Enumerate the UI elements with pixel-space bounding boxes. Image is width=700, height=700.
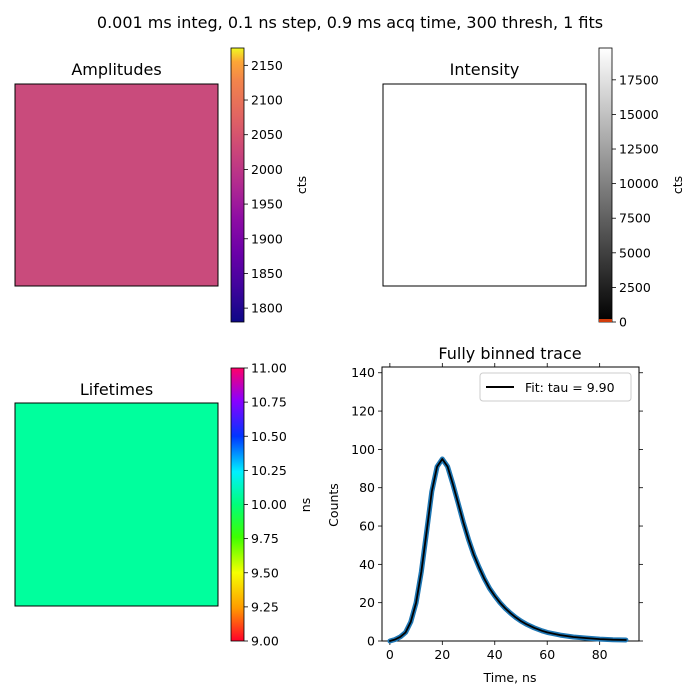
intensity-colorbar-tick-label: 7500 (619, 211, 651, 226)
lifetimes-colorbar-label: ns (298, 498, 313, 512)
amplitudes-colorbar-tick-label: 1900 (251, 231, 283, 246)
intensity-panel: Intensity (382, 60, 587, 287)
lifetimes-title: Lifetimes (80, 380, 153, 399)
trace-y-tick-label: 60 (359, 519, 375, 534)
trace-x-tick-label: 40 (487, 647, 503, 662)
lifetimes-panel: Lifetimes (14, 380, 219, 607)
trace-y-axis-label: Counts (326, 483, 341, 527)
trace-legend-box (479, 372, 632, 402)
amplitudes-colorbar-tick-label: 2150 (251, 58, 283, 73)
intensity-colorbar-tick-label: 5000 (619, 245, 651, 260)
amplitudes-colorbar-bar (230, 47, 245, 323)
amplitudes-colorbar-tick-label: 2100 (251, 93, 283, 108)
amplitudes-colorbar-label: cts (294, 176, 309, 194)
trace-panel: Fully binned trace 0 20 40 60 80 0 20 40 60 80 100… (326, 344, 643, 685)
trace-y-tick-label: 120 (351, 404, 375, 419)
lifetimes-colorbar-tick-label: 9.00 (251, 634, 279, 649)
trace-x-tick-label: 20 (434, 647, 450, 662)
lifetimes-image (14, 402, 219, 607)
intensity-colorbar-tick-label: 2500 (619, 280, 651, 295)
amplitudes-colorbar: 1800 1850 1900 1950 2000 2050 2100 2150 cts (230, 47, 309, 323)
intensity-colorbar-tick-label: 10000 (619, 176, 659, 191)
lifetimes-colorbar-tick-label: 9.25 (251, 599, 279, 614)
amplitudes-colorbar-tick-label: 1950 (251, 197, 283, 212)
intensity-colorbar-tick-label: 15000 (619, 107, 659, 122)
amplitudes-colorbar-tick-label: 2050 (251, 127, 283, 142)
trace-legend-entry: Fit: tau = 9.90 (525, 380, 615, 395)
trace-x-tick-label: 0 (386, 647, 394, 662)
intensity-image (382, 83, 587, 287)
lifetimes-colorbar-tick-label: 10.00 (251, 497, 287, 512)
amplitudes-colorbar-tick-label: 1800 (251, 301, 283, 316)
amplitudes-panel: Amplitudes (14, 60, 219, 287)
trace-y-tick-label: 140 (351, 365, 375, 380)
trace-y-tick-label: 40 (359, 557, 375, 572)
trace-fit-line (388, 458, 627, 642)
trace-legend: Fit: tau = 9.90 (479, 372, 632, 402)
trace-axes-frame (381, 366, 640, 642)
trace-x-tick-label: 80 (592, 647, 608, 662)
lifetimes-colorbar-bar (230, 367, 245, 642)
intensity-title: Intensity (450, 60, 520, 79)
trace-x-axis-label: Time, ns (483, 670, 537, 685)
lifetimes-colorbar-tick-label: 11.00 (251, 361, 287, 376)
trace-y-tick-label: 20 (359, 595, 375, 610)
lifetimes-colorbar-tick-label: 9.50 (251, 565, 279, 580)
intensity-colorbar-label: cts (670, 176, 685, 194)
amplitudes-colorbar-tick-label: 1850 (251, 266, 283, 281)
trace-x-tick-label: 60 (539, 647, 555, 662)
trace-title: Fully binned trace (438, 344, 581, 363)
lifetimes-colorbar-tick-label: 10.25 (251, 463, 287, 478)
intensity-colorbar: 0 2500 5000 7500 10000 12500 15000 17500 cts (598, 47, 685, 330)
intensity-colorbar-base-mark (599, 319, 612, 322)
figure-title: 0.001 ms integ, 0.1 ns step, 0.9 ms acq … (97, 13, 603, 32)
intensity-colorbar-tick-label: 17500 (619, 72, 659, 87)
amplitudes-colorbar-tick-label: 2000 (251, 162, 283, 177)
intensity-colorbar-tick-label: 12500 (619, 142, 659, 157)
intensity-colorbar-tick-label: 0 (619, 315, 627, 330)
intensity-colorbar-bar (598, 47, 613, 323)
amplitudes-title: Amplitudes (71, 60, 161, 79)
trace-y-tick-label: 100 (351, 442, 375, 457)
lifetimes-colorbar: 9.00 9.25 9.50 9.75 10.00 10.25 10.50 10.75 11.0… (230, 361, 313, 649)
amplitudes-image (14, 83, 219, 287)
lifetimes-colorbar-tick-label: 10.75 (251, 395, 287, 410)
lifetimes-colorbar-tick-label: 10.50 (251, 429, 287, 444)
lifetimes-colorbar-tick-label: 9.75 (251, 531, 279, 546)
trace-y-tick-label: 0 (367, 634, 375, 649)
trace-y-tick-label: 80 (359, 480, 375, 495)
